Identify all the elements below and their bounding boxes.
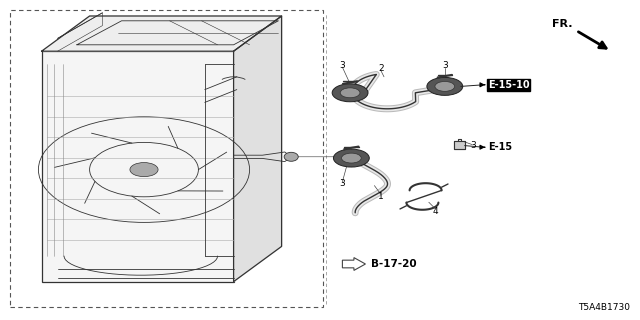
Circle shape xyxy=(342,153,361,163)
Text: 2: 2 xyxy=(378,64,383,73)
Text: B-17-20: B-17-20 xyxy=(371,259,416,269)
Text: 1: 1 xyxy=(378,192,383,201)
Polygon shape xyxy=(42,16,282,51)
Text: 3: 3 xyxy=(340,180,345,188)
Polygon shape xyxy=(234,16,282,282)
Text: 4: 4 xyxy=(433,207,438,216)
Circle shape xyxy=(427,77,463,95)
Text: 3: 3 xyxy=(340,61,345,70)
Text: T5A4B1730: T5A4B1730 xyxy=(579,303,630,312)
Circle shape xyxy=(340,88,360,98)
Text: E-15-10: E-15-10 xyxy=(488,80,529,90)
Bar xyxy=(10,10,323,307)
Polygon shape xyxy=(454,141,465,149)
Text: E-15: E-15 xyxy=(488,142,512,152)
Text: FR.: FR. xyxy=(552,20,573,29)
Circle shape xyxy=(333,149,369,167)
Text: 3: 3 xyxy=(442,61,447,70)
FancyBboxPatch shape xyxy=(42,51,234,282)
Circle shape xyxy=(332,84,368,102)
Ellipse shape xyxy=(284,152,298,161)
Text: 3: 3 xyxy=(471,141,476,150)
Circle shape xyxy=(435,82,454,91)
Circle shape xyxy=(130,163,158,177)
